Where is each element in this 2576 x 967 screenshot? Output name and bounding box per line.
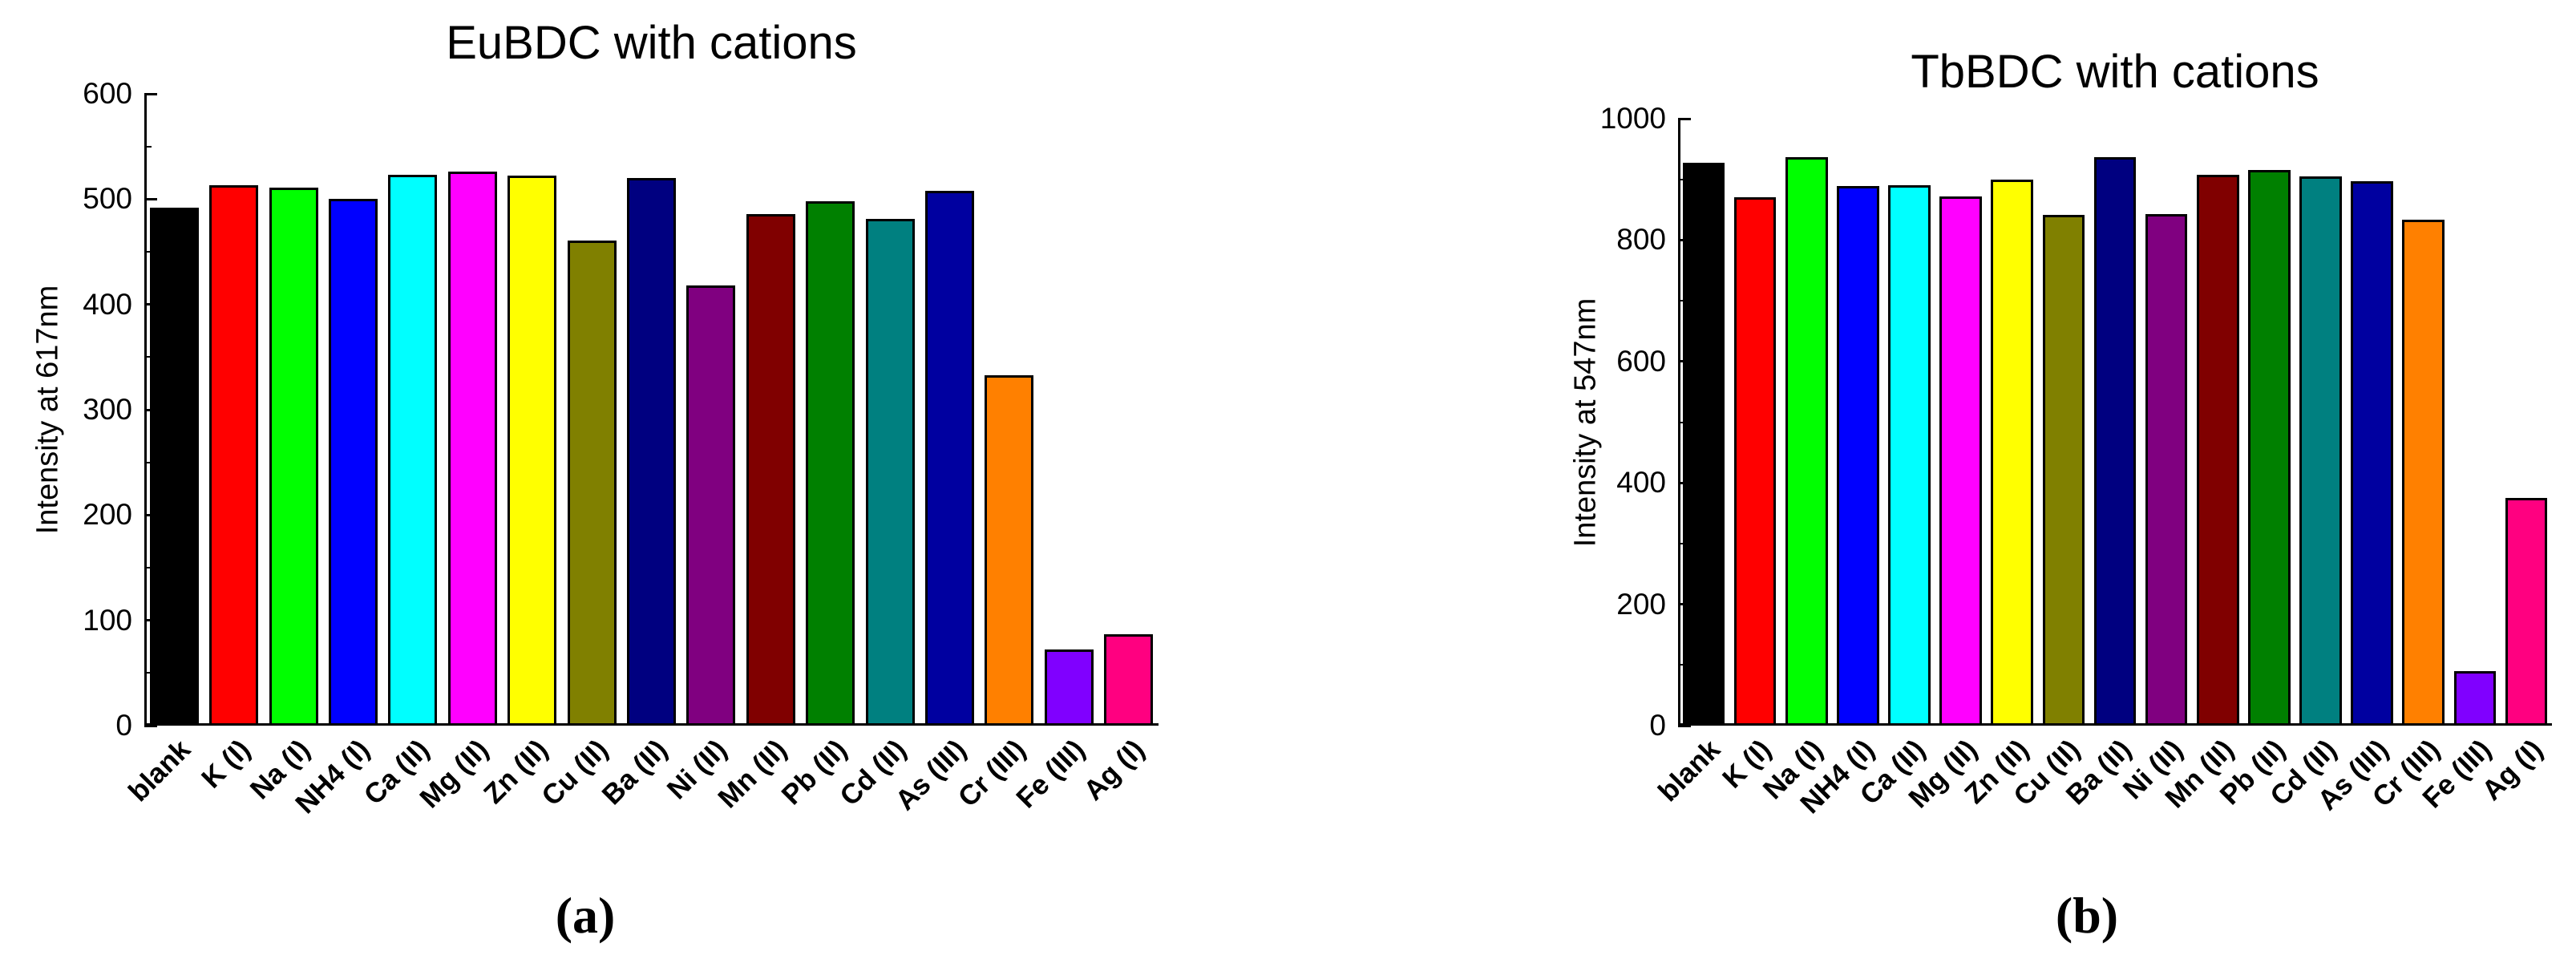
bar-k-i <box>1733 197 1777 726</box>
y-axis-minor-tick <box>1678 542 1685 544</box>
y-axis-tick-label: 500 <box>83 182 132 216</box>
bar-zn-ii <box>508 176 557 726</box>
x-axis-category-label: Pb (II) <box>774 734 853 811</box>
y-axis-major-tick <box>144 724 157 727</box>
y-axis-minor-tick <box>144 567 152 568</box>
bar-cu-ii <box>567 240 617 726</box>
bar-fe-iii <box>1044 649 1094 726</box>
bar-cr-iii <box>985 374 1034 726</box>
bar-pb-ii <box>2248 169 2291 726</box>
bar-na-i <box>269 187 318 726</box>
y-axis-minor-tick <box>1678 300 1685 302</box>
y-axis-tick-label: 0 <box>115 709 132 742</box>
y-axis-tick-label: 800 <box>1616 223 1666 257</box>
x-axis-category-label: Mn (II) <box>712 734 793 815</box>
bar-pb-ii <box>806 200 855 726</box>
bar-mg-ii <box>447 172 497 726</box>
y-axis-minor-tick <box>1678 664 1685 666</box>
y-axis-tick-label: 600 <box>1616 344 1666 378</box>
bar-as-iii <box>925 190 975 726</box>
bar-ni-ii <box>2145 213 2188 726</box>
y-axis-major-tick <box>1678 117 1691 120</box>
plot-area: blank K (I) Na (I) NH4 (I) Ca (II) Mg (II) Zn … <box>1652 117 2552 819</box>
x-axis-category-label: Ba (II) <box>596 734 674 811</box>
y-axis-minor-tick <box>144 251 152 253</box>
bar-ca-ii <box>1888 184 1931 726</box>
bar-ba-ii <box>2093 156 2137 726</box>
bar-cu-ii <box>2042 214 2085 726</box>
chart-panel-eubdc: EuBDC with cations Intensity at 617nm bl… <box>0 0 1251 967</box>
x-axis-category-label: Zn (II) <box>478 734 555 810</box>
bar-as-iii <box>2351 180 2393 726</box>
y-axis-minor-tick <box>144 461 152 463</box>
x-axis-category-label: blank <box>1652 734 1726 808</box>
y-axis-minor-tick <box>144 356 152 358</box>
y-axis-major-tick <box>1678 724 1691 727</box>
plot-area: blank K (I) Na (I) NH4 (I) Ca (II) Mg (II) Zn … <box>123 92 1159 819</box>
bar-blank <box>149 207 199 726</box>
y-axis-tick-label: 300 <box>83 393 132 426</box>
x-axis-category-label: Ag (I) <box>1078 734 1151 807</box>
bar-ag-i <box>2505 498 2548 726</box>
x-axis-category-label: Fe (III) <box>1010 734 1091 815</box>
y-axis-minor-tick <box>144 672 152 674</box>
figure-caption-b: (b) <box>2055 887 2119 944</box>
y-axis-tick-label: 200 <box>1616 587 1666 621</box>
x-axis-category-label: Mg (II) <box>414 734 495 815</box>
bar-ba-ii <box>626 178 676 726</box>
bar-ca-ii <box>388 175 438 726</box>
chart-title: TbBDC with cations <box>1911 46 2319 98</box>
y-axis-major-tick <box>144 197 157 200</box>
chart-panel-tbbdc: TbBDC with cations Intensity at 547nm bl… <box>1325 0 2576 967</box>
y-axis-tick-label: 400 <box>83 287 132 321</box>
bar-ag-i <box>1104 633 1154 726</box>
y-axis-minor-tick <box>144 145 152 148</box>
bar-k-i <box>209 185 259 726</box>
y-axis-tick-label: 100 <box>83 603 132 637</box>
bar-na-i <box>1785 156 1828 726</box>
bar-nh4-i <box>1837 186 1879 726</box>
y-axis-tick-label: 1000 <box>1599 102 1666 135</box>
y-axis-tick-label: 600 <box>83 77 132 110</box>
figure-caption-a: (a) <box>555 887 616 944</box>
bar-cd-ii <box>865 219 915 726</box>
chart-title: EuBDC with cations <box>446 17 857 69</box>
bar-zn-ii <box>1991 179 2034 726</box>
y-axis-tick-label: 200 <box>83 498 132 532</box>
y-axis-major-tick <box>144 92 157 95</box>
bar-fe-iii <box>2453 670 2497 726</box>
y-axis-tick-label: 0 <box>1649 709 1666 742</box>
x-axis-category-label: Cu (II) <box>535 734 614 812</box>
bar-mn-ii <box>2196 174 2239 726</box>
bar-mg-ii <box>1939 196 1982 726</box>
bar-blank <box>1682 163 1725 726</box>
bar-cr-iii <box>2402 219 2445 726</box>
y-axis-minor-tick <box>1678 421 1685 423</box>
bar-ni-ii <box>686 285 736 726</box>
y-axis-tick-label: 400 <box>1616 466 1666 500</box>
y-axis-title: Intensity at 547nm <box>1568 297 1603 548</box>
bar-nh4-i <box>328 199 378 726</box>
bar-mn-ii <box>746 213 795 726</box>
y-axis-minor-tick <box>1678 178 1685 180</box>
x-axis-category-label: blank <box>122 734 196 808</box>
bar-cd-ii <box>2299 176 2342 726</box>
